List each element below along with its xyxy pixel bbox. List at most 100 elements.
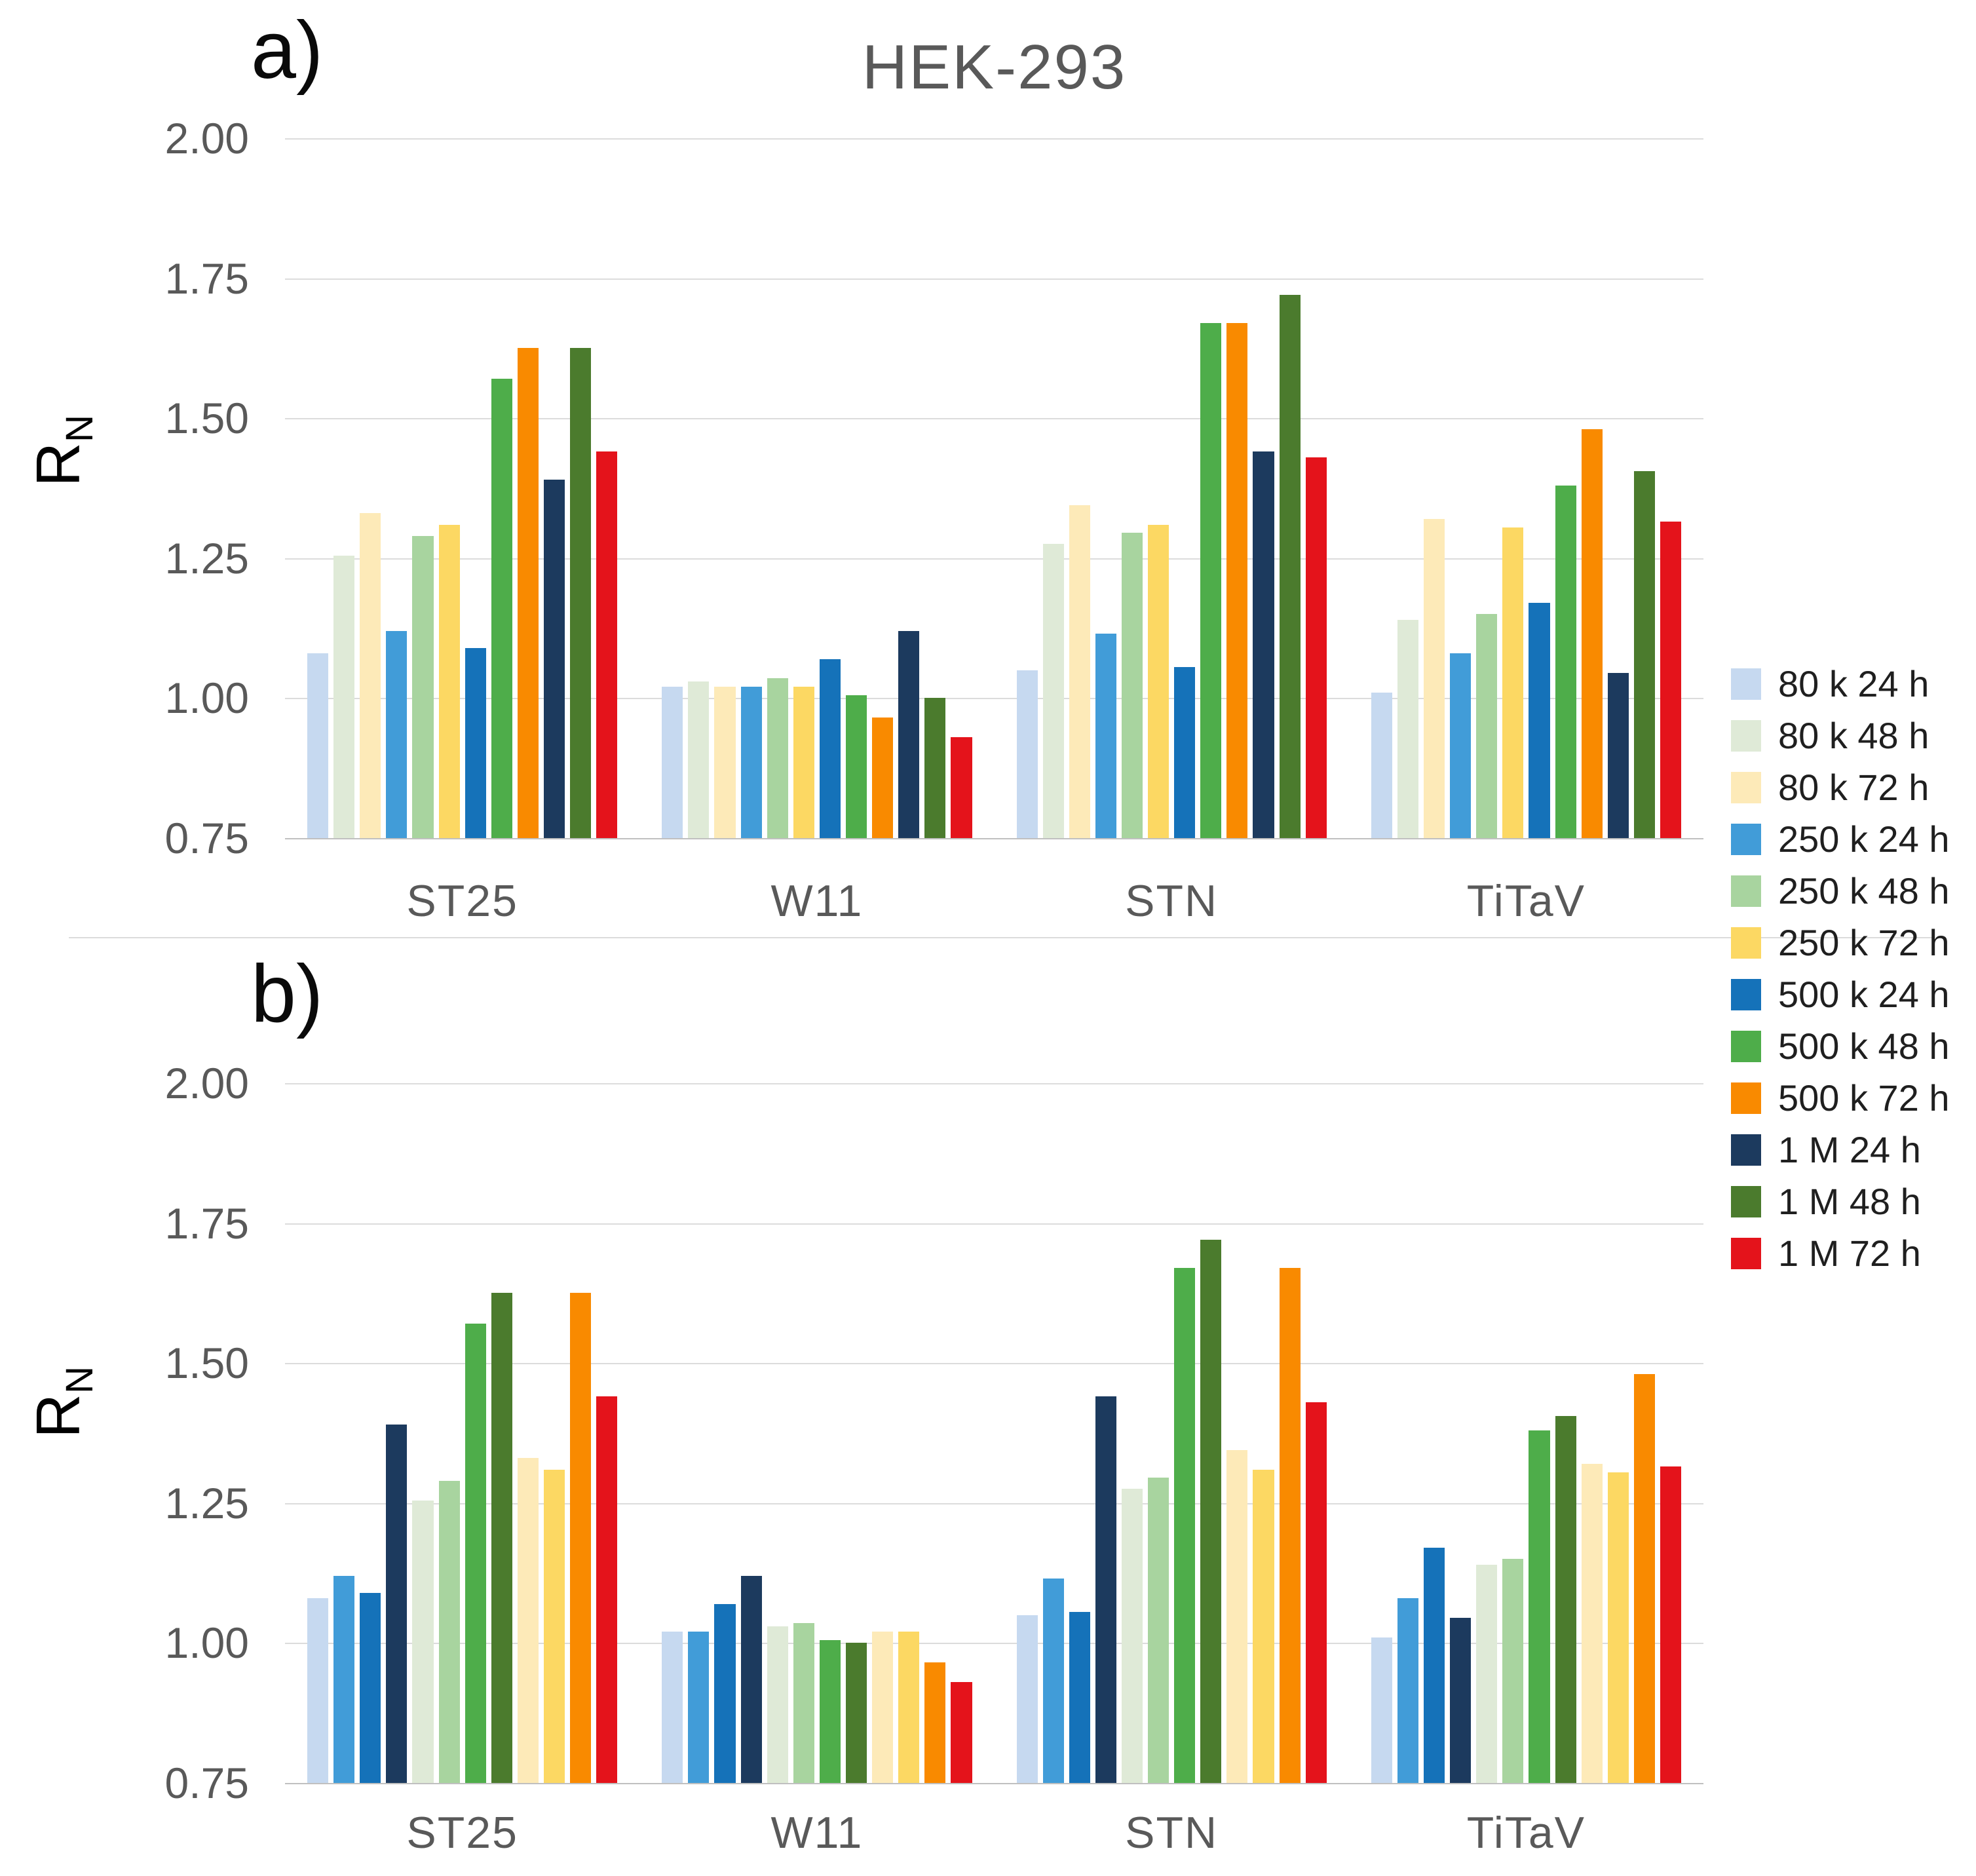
- bar-ST25-1-M-24-h: [543, 480, 565, 838]
- bar-TiTaV-1-M-48-h: [1633, 471, 1655, 838]
- bar-group-ST25: [285, 1083, 639, 1783]
- bar-TiTaV-250-k-48-h: [1502, 1559, 1524, 1783]
- category-label-TiTaV: TiTaV: [1466, 1808, 1586, 1858]
- category-label-W11: W11: [770, 876, 864, 926]
- bar-W11-80-k-24-h: [662, 687, 683, 838]
- bar-groups: [285, 138, 1703, 838]
- bar-TiTaV-1-M-24-h: [1450, 1618, 1472, 1783]
- bar-ST25-500-k-72-h: [517, 348, 539, 838]
- legend-label: 1 M 48 h: [1778, 1180, 1921, 1222]
- y-tick-label: 2.00: [164, 114, 249, 163]
- panel-a-label: a): [251, 5, 324, 96]
- bar-STN-80-k-24-h: [1016, 670, 1038, 838]
- bar-ST25-500-k-72-h: [570, 1293, 592, 1783]
- x-axis-labels-a: ST25 W11 STN TiTaV: [285, 875, 1703, 927]
- bar-W11-500-k-48-h: [846, 695, 867, 838]
- bar-STN-500-k-48-h: [1200, 323, 1222, 838]
- legend-label: 250 k 72 h: [1778, 921, 1950, 963]
- legend-item: 500 k 48 h: [1731, 1020, 1950, 1072]
- bar-ST25-250-k-72-h: [438, 525, 460, 838]
- gridline: [285, 278, 1703, 280]
- bar-W11-1-M-72-h: [951, 737, 972, 838]
- bar-ST25-1-M-48-h: [570, 348, 592, 838]
- legend-swatch: [1731, 668, 1761, 700]
- bar-ST25-80-k-72-h: [360, 513, 381, 838]
- bar-W11-80-k-72-h: [714, 687, 736, 838]
- legend-swatch: [1731, 875, 1761, 907]
- bar-W11-80-k-48-h: [767, 1626, 788, 1783]
- gridline: [285, 1783, 1703, 1784]
- bar-TiTaV-1-M-72-h: [1660, 522, 1682, 838]
- bar-ST25-250-k-48-h: [438, 1481, 460, 1783]
- bar-TiTaV-500-k-48-h: [1529, 1430, 1550, 1783]
- y-tick-label: 1.25: [164, 1479, 249, 1527]
- bar-W11-250-k-48-h: [793, 1623, 814, 1783]
- bar-ST25-500-k-24-h: [360, 1593, 381, 1783]
- gridline: [285, 1223, 1703, 1225]
- bar-STN-1-M-72-h: [1305, 457, 1327, 838]
- bar-STN-500-k-72-h: [1279, 1268, 1301, 1783]
- bar-TiTaV-500-k-48-h: [1555, 486, 1576, 838]
- bar-group-TiTaV: [1349, 1083, 1703, 1783]
- panel-b-label: b): [251, 949, 324, 1039]
- bar-ST25-500-k-24-h: [465, 648, 486, 838]
- bar-TiTaV-250-k-48-h: [1476, 614, 1498, 838]
- x-axis-labels-b: ST25 W11 STN TiTaV: [285, 1807, 1703, 1858]
- bar-TiTaV-80-k-24-h: [1371, 693, 1392, 838]
- legend-item: 80 k 24 h: [1731, 658, 1950, 710]
- bar-STN-80-k-48-h: [1042, 544, 1064, 838]
- bar-TiTaV-500-k-72-h: [1581, 429, 1603, 838]
- y-tick-label: 1.75: [164, 254, 249, 303]
- bar-ST25-80-k-48-h: [412, 1501, 434, 1783]
- gridline: [285, 698, 1703, 699]
- legend-item: 250 k 48 h: [1731, 865, 1950, 917]
- legend-label: 250 k 24 h: [1778, 818, 1950, 860]
- legend-swatch: [1731, 1082, 1761, 1114]
- bar-W11-500-k-48-h: [819, 1640, 841, 1783]
- gridline: [285, 1643, 1703, 1644]
- bar-STN-250-k-72-h: [1253, 1470, 1274, 1783]
- category-label-TiTaV: TiTaV: [1466, 876, 1586, 926]
- bar-W11-500-k-72-h: [872, 718, 894, 838]
- y-tick-label: 2.00: [164, 1059, 249, 1107]
- bar-ST25-250-k-72-h: [543, 1470, 565, 1783]
- bar-ST25-80-k-48-h: [333, 556, 355, 838]
- bar-group-TiTaV: [1349, 138, 1703, 838]
- legend-swatch: [1731, 1134, 1761, 1166]
- bar-W11-80-k-24-h: [662, 1632, 683, 1783]
- bar-TiTaV-80-k-24-h: [1371, 1637, 1392, 1783]
- legend-label: 250 k 48 h: [1778, 870, 1950, 911]
- legend-label: 80 k 24 h: [1778, 662, 1929, 704]
- bar-STN-1-M-72-h: [1305, 1402, 1327, 1783]
- bar-TiTaV-80-k-72-h: [1581, 1464, 1603, 1783]
- legend-item: 500 k 72 h: [1731, 1072, 1950, 1124]
- legend-label: 500 k 48 h: [1778, 1025, 1950, 1067]
- bar-STN-80-k-72-h: [1069, 505, 1090, 838]
- gridline: [285, 138, 1703, 140]
- bar-ST25-1-M-24-h: [386, 1425, 408, 1783]
- legend-swatch: [1731, 978, 1761, 1010]
- legend-item: 80 k 72 h: [1731, 761, 1950, 813]
- legend-swatch: [1731, 771, 1761, 803]
- y-tick-label: 0.75: [164, 1759, 249, 1807]
- bar-ST25-500-k-48-h: [465, 1324, 486, 1783]
- bar-TiTaV-1-M-24-h: [1607, 673, 1629, 838]
- bar-STN-1-M-48-h: [1200, 1240, 1222, 1783]
- bar-W11-250-k-24-h: [740, 687, 762, 838]
- legend-swatch: [1731, 1185, 1761, 1217]
- bar-W11-500-k-24-h: [714, 1604, 736, 1783]
- legend-item: 80 k 48 h: [1731, 710, 1950, 761]
- bar-group-W11: [639, 1083, 994, 1783]
- y-tick-label: 1.00: [164, 674, 249, 722]
- bar-group-W11: [639, 138, 994, 838]
- legend-swatch: [1731, 927, 1761, 959]
- bar-STN-1-M-24-h: [1253, 451, 1274, 838]
- category-label-ST25: ST25: [406, 876, 518, 926]
- category-label-W11: W11: [770, 1808, 864, 1858]
- bar-W11-1-M-48-h: [924, 698, 946, 838]
- gridline: [285, 1083, 1703, 1084]
- bar-TiTaV-500-k-24-h: [1423, 1548, 1445, 1783]
- legend-item: 500 k 24 h: [1731, 968, 1950, 1020]
- bar-group-STN: [995, 1083, 1349, 1783]
